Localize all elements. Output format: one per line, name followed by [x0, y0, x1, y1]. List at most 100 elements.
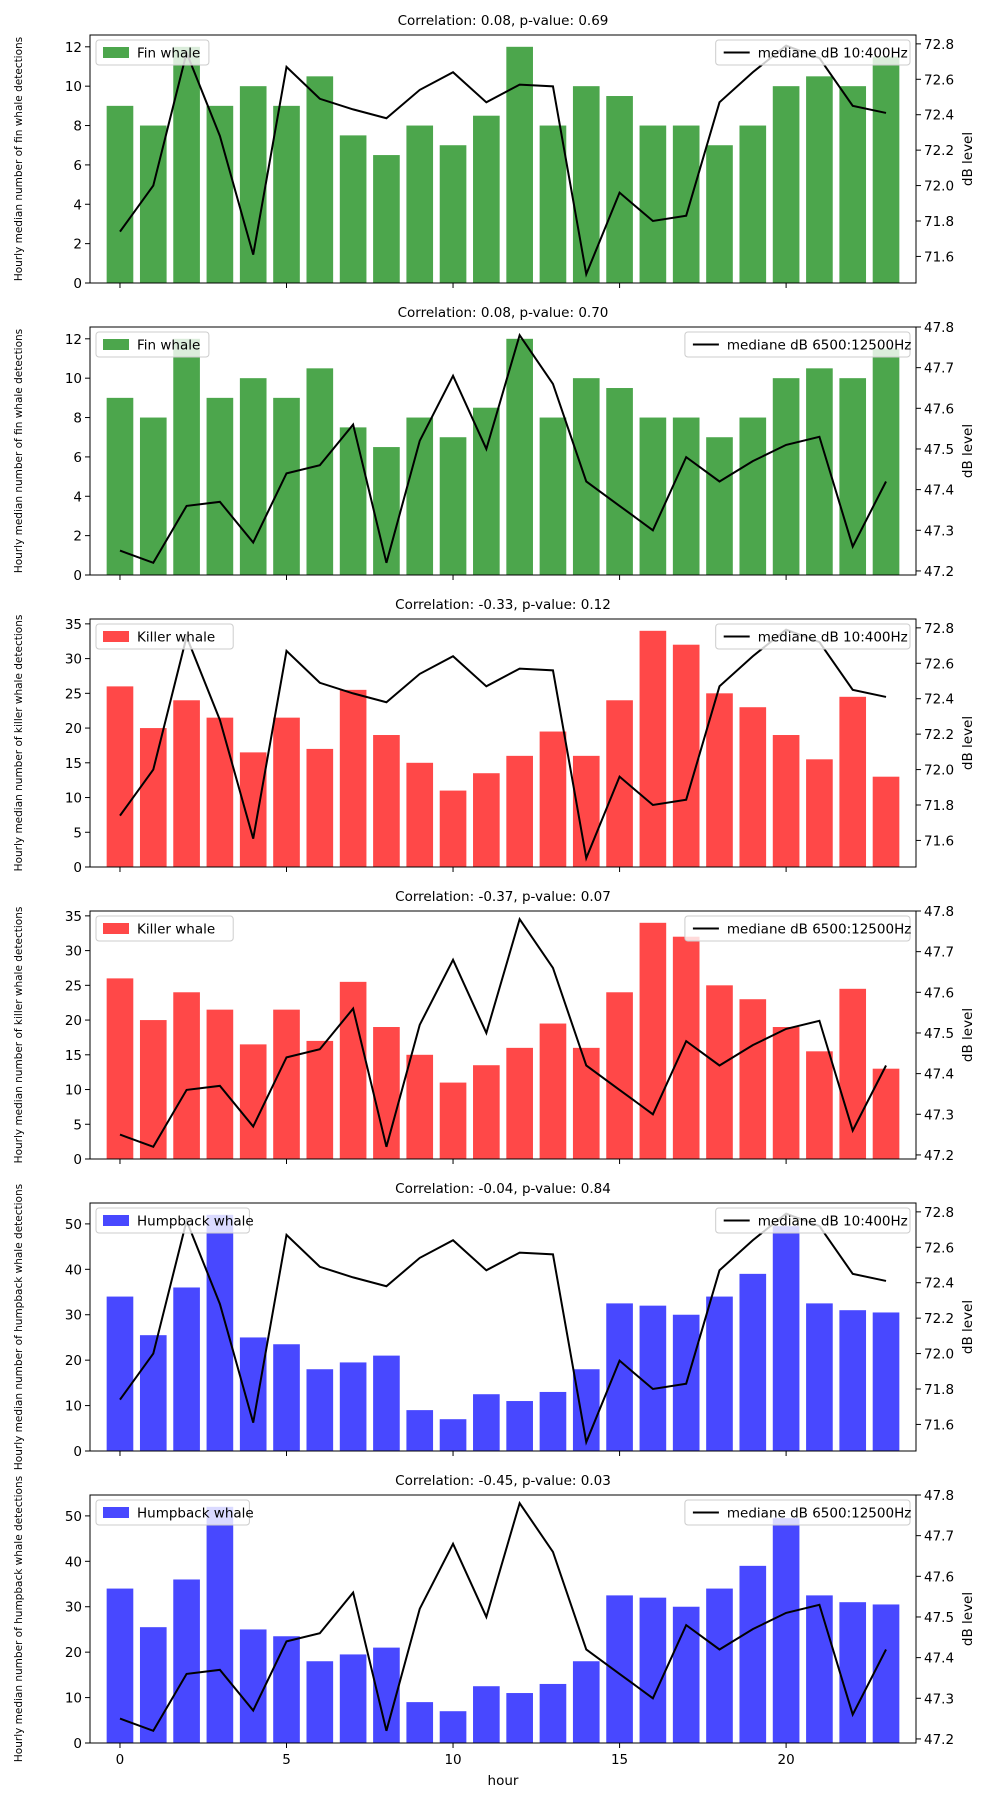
- bar: [339, 427, 367, 575]
- bar: [206, 1009, 234, 1159]
- bar: [606, 1595, 633, 1743]
- panel-5: Correlation: -0.04, p-value: 0.84 0 10 20 30…: [13, 1181, 976, 1470]
- bar: [173, 46, 200, 283]
- panel-4: Correlation: -0.37, p-value: 0.07 0 5 10 15 2…: [13, 889, 976, 1168]
- bar-legend-swatch: [103, 1215, 129, 1226]
- bar: [439, 1082, 467, 1159]
- y2-tick-label: 47.7: [924, 361, 954, 377]
- bar: [206, 397, 234, 575]
- y-tick-label: 0: [73, 1736, 82, 1752]
- bar: [139, 1020, 167, 1159]
- db-line: [119, 1212, 887, 1446]
- bar: [206, 1506, 234, 1743]
- bar: [706, 985, 733, 1159]
- bar: [839, 696, 867, 867]
- line-legend: [684, 1499, 911, 1526]
- bar: [373, 735, 400, 867]
- axes-frame: [89, 1494, 917, 1744]
- db-line: [119, 1500, 887, 1733]
- y-tick-label: 10: [65, 791, 82, 807]
- axes-frame: [89, 910, 917, 1160]
- y2-tick-label: 47.6: [924, 985, 954, 1001]
- y2-tick-label: 72.0: [924, 763, 954, 779]
- panel-title: Correlation: -0.04, p-value: 0.84: [395, 1181, 611, 1197]
- bar: [173, 1579, 200, 1743]
- bar: [639, 1597, 667, 1743]
- bar: [239, 752, 267, 867]
- bar: [306, 368, 334, 575]
- bar: [506, 1047, 533, 1159]
- y-tick-label: 8: [73, 411, 82, 427]
- bar: [206, 1214, 234, 1451]
- axes-frame: [89, 618, 917, 868]
- y-tick-label: 0: [73, 276, 82, 292]
- bar: [273, 397, 300, 575]
- bar: [339, 689, 367, 867]
- bar: [473, 773, 500, 867]
- bar: [739, 1565, 767, 1743]
- y2-tick-label: 72.8: [924, 1205, 954, 1221]
- y-tick-label: 8: [73, 119, 82, 135]
- bar: [339, 1362, 367, 1451]
- y-tick-label: 6: [73, 450, 82, 466]
- y2-tick-label: 47.2: [924, 1148, 954, 1164]
- y-tick-label: 10: [65, 1399, 82, 1415]
- y2-tick-label: 72.0: [924, 179, 954, 195]
- y2-tick-label: 71.8: [924, 214, 954, 230]
- bar-legend-label: Killer whale: [137, 922, 215, 938]
- bar: [606, 96, 633, 284]
- y-axis-label: Hourly median number of killer whale det…: [13, 907, 25, 1164]
- y2-tick-label: 47.8: [924, 1488, 954, 1504]
- panel-title: Correlation: 0.08, p-value: 0.70: [398, 305, 609, 321]
- bar: [772, 1518, 800, 1743]
- y-tick-label: 30: [65, 944, 82, 960]
- bar: [239, 1629, 267, 1743]
- bar-legend: [95, 1499, 250, 1526]
- y2-axis-label: dB level: [960, 1300, 976, 1354]
- y2-tick-label: 72.2: [924, 1311, 954, 1327]
- bar: [772, 735, 800, 867]
- bar: [772, 86, 800, 283]
- y2-axis-label: dB level: [960, 1008, 976, 1062]
- bar: [772, 1027, 800, 1159]
- bar: [639, 125, 667, 284]
- y2-tick-label: 47.5: [924, 1026, 954, 1042]
- y-tick-label: 20: [65, 1013, 82, 1029]
- bar: [606, 388, 633, 575]
- y-tick-label: 25: [65, 978, 82, 994]
- bar: [506, 46, 533, 283]
- panel-3: Correlation: -0.33, p-value: 0.12 0 5 10 15 2…: [13, 597, 976, 876]
- y2-tick-label: 72.8: [924, 621, 954, 637]
- line-legend: [715, 1207, 911, 1234]
- bar: [306, 1040, 334, 1159]
- bar: [739, 1273, 767, 1451]
- y2-tick-label: 71.6: [924, 833, 954, 849]
- y-axis-label: Hourly median number of killer whale det…: [13, 615, 25, 872]
- bar: [806, 759, 833, 867]
- bar: [639, 1305, 667, 1451]
- db-line: [119, 332, 887, 565]
- bar-legend-swatch: [103, 631, 129, 642]
- y-tick-label: 0: [73, 1152, 82, 1168]
- y-tick-label: 35: [65, 909, 82, 925]
- y-tick-label: 0: [73, 1444, 82, 1460]
- y2-tick-label: 72.4: [924, 1276, 954, 1292]
- y2-tick-label: 47.6: [924, 401, 954, 417]
- bar: [839, 86, 867, 283]
- bar: [439, 1419, 467, 1451]
- line-legend-label: mediane dB 6500:12500Hz: [727, 922, 911, 938]
- bar: [273, 717, 300, 867]
- bar-legend-label: Humpback whale: [137, 1506, 254, 1522]
- y-tick-label: 50: [65, 1509, 82, 1525]
- y-tick-label: 35: [65, 617, 82, 633]
- bar: [506, 338, 533, 575]
- bar: [473, 407, 500, 575]
- db-line: [119, 44, 887, 278]
- bar: [439, 145, 467, 283]
- bar: [406, 1410, 434, 1451]
- bar: [672, 1606, 700, 1743]
- y-tick-label: 30: [65, 1600, 82, 1616]
- bar: [672, 417, 700, 575]
- y2-tick-label: 47.8: [924, 904, 954, 920]
